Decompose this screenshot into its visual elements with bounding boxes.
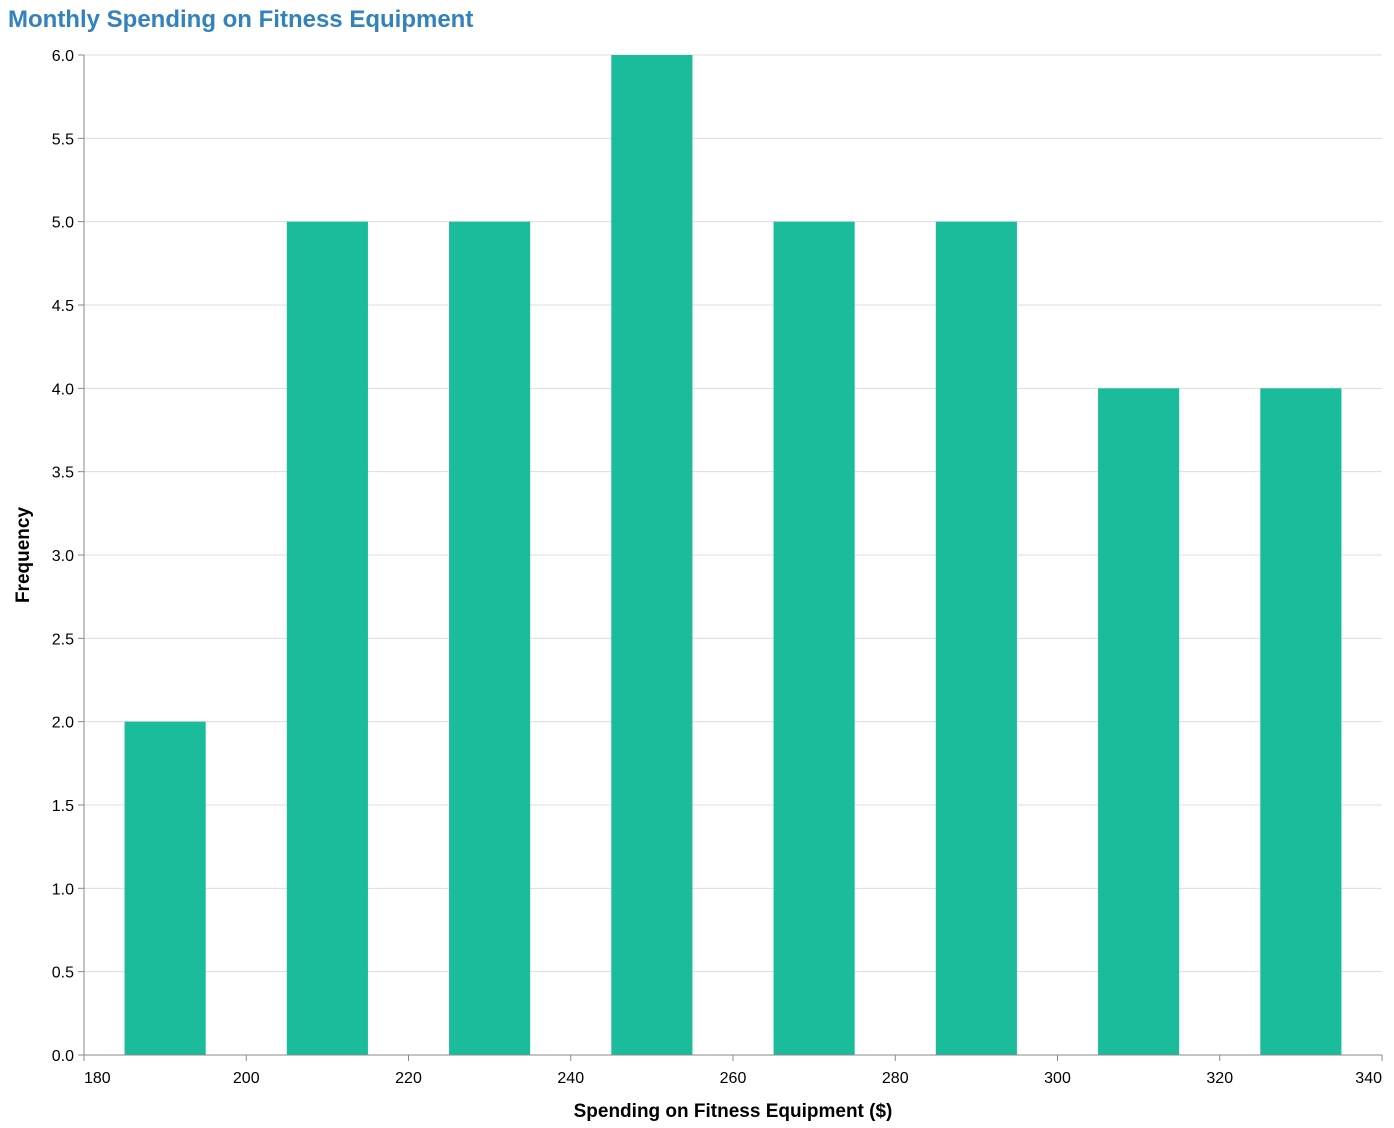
y-tick-label: 5.0: [52, 215, 74, 232]
x-tick-label: 260: [720, 1070, 747, 1087]
y-tick-label: 6.0: [52, 48, 74, 65]
chart-title: Monthly Spending on Fitness Equipment: [8, 6, 474, 33]
histogram-bar: [1260, 388, 1342, 1055]
gridlines: [84, 54, 1382, 1056]
y-tick-label: 4.5: [52, 298, 74, 315]
y-tick-label: 2.0: [52, 715, 74, 732]
y-tick-label: 1.5: [52, 798, 74, 815]
y-tick-label: 3.5: [52, 465, 74, 482]
x-axis-title: Spending on Fitness Equipment ($): [574, 1101, 893, 1122]
histogram-bar: [286, 221, 368, 1055]
x-tick-label: 320: [1206, 1070, 1233, 1087]
axes: 0.0 0.5 1.0 1.5 2.0 2.5 3.0 3.5 4.0 4.5 5.0 5.5 6.0 1…: [52, 48, 1383, 1087]
histogram-bar: [773, 221, 855, 1055]
x-tick-label: 340: [1355, 1070, 1382, 1087]
histogram-bar: [611, 55, 693, 1055]
y-tick-label: 0.0: [52, 1048, 74, 1065]
y-tick-label: 1.0: [52, 881, 74, 898]
y-tick-label: 5.5: [52, 131, 74, 148]
histogram-bar: [124, 721, 206, 1055]
y-axis-title: Frequency: [13, 507, 34, 604]
y-tick-label: 2.5: [52, 631, 74, 648]
y-tick-label: 0.5: [52, 965, 74, 982]
x-tick-label: 200: [233, 1070, 260, 1087]
x-tick-label: 220: [395, 1070, 422, 1087]
histogram-bar: [1098, 388, 1180, 1055]
histogram-bar: [935, 221, 1017, 1055]
x-tick-label: 300: [1044, 1070, 1071, 1087]
y-tick-label: 4.0: [52, 381, 74, 398]
x-tick-label: 180: [84, 1070, 111, 1087]
bars: [124, 55, 1342, 1055]
x-tick-label: 280: [882, 1070, 909, 1087]
histogram-bar: [449, 221, 531, 1055]
y-tick-label: 3.0: [52, 548, 74, 565]
x-tick-label: 240: [557, 1070, 584, 1087]
